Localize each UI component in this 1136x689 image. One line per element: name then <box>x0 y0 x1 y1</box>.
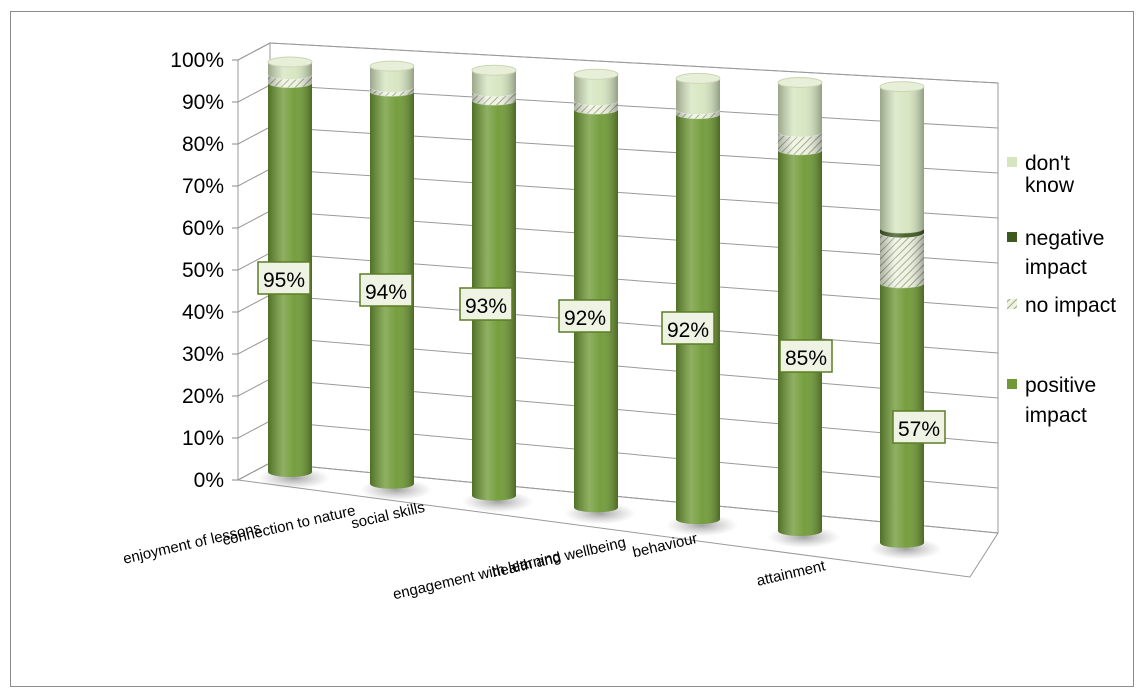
bar-top-cap <box>267 56 313 68</box>
gridline <box>237 42 999 84</box>
segment-shading <box>574 74 618 106</box>
bar-top-cap <box>369 60 415 72</box>
data-label-box <box>892 410 946 444</box>
segment-shading <box>778 82 822 137</box>
x-tick-label: health and wellbeing <box>490 534 627 581</box>
data-label: 92% <box>667 319 709 342</box>
bar-top-cap <box>675 72 721 84</box>
legend-label: impact <box>1025 256 1087 279</box>
bar-top-cap <box>879 81 925 93</box>
segment-shading <box>880 86 924 234</box>
segment-shading <box>370 66 414 92</box>
bar-attainment <box>870 81 942 560</box>
bar-health-and-wellbeing <box>666 72 738 537</box>
data-label: 92% <box>564 307 606 330</box>
data-label-box <box>359 273 413 307</box>
y-tick-label: 80% <box>182 133 224 156</box>
legend-label: impact <box>1025 404 1087 427</box>
y-tick-label: 100% <box>170 49 224 72</box>
segment-shading <box>472 70 516 97</box>
y-tick-label: 0% <box>194 469 224 492</box>
y-axis: 0% 10% 20% 30% 40% 50% 60% 70% 80% 90% 100% <box>170 49 238 492</box>
y-tick-label: 30% <box>182 343 224 366</box>
bar-top-cap <box>573 68 619 80</box>
x-tick-label: attainment <box>755 557 828 590</box>
x-tick-label: social skills <box>350 499 427 532</box>
legend-swatch <box>1007 299 1017 309</box>
bar-behaviour <box>768 77 840 548</box>
legend-label: positive <box>1025 374 1096 397</box>
data-label: 57% <box>898 418 940 441</box>
data-label: 93% <box>465 295 507 318</box>
y-tick-label: 10% <box>182 427 224 450</box>
data-label-box <box>661 311 715 345</box>
legend-label: negative <box>1025 227 1104 250</box>
y-tick-label: 90% <box>182 91 224 114</box>
data-label: 94% <box>365 281 407 304</box>
data-label: 85% <box>785 347 827 370</box>
bar-top-cap <box>777 77 823 88</box>
legend-label: know <box>1025 174 1075 197</box>
y-tick-label: 70% <box>182 175 224 198</box>
data-label: 95% <box>263 269 305 292</box>
legend-swatch <box>1007 379 1017 389</box>
bar-engagement-with-learning <box>564 68 636 525</box>
legend-swatch <box>1007 157 1017 167</box>
data-label-box <box>558 299 612 333</box>
y-tick-label: 50% <box>182 259 224 282</box>
segment-shading <box>676 78 720 115</box>
y-tick-label: 40% <box>182 301 224 324</box>
legend-label: no impact <box>1025 294 1116 317</box>
data-labels: 95% 94% 93% 92% 92% 85% 57% <box>257 261 946 444</box>
segment-shading <box>880 232 924 288</box>
chart-frame <box>10 11 1134 687</box>
data-label-box <box>459 287 513 321</box>
data-label-box <box>257 261 311 295</box>
legend-label: don't <box>1025 152 1070 175</box>
segment-shading <box>778 131 822 155</box>
bar-top-cap <box>471 64 517 76</box>
y-tick-label: 60% <box>182 217 224 240</box>
y-tick-label: 20% <box>182 385 224 408</box>
legend-swatch <box>1007 232 1017 242</box>
data-label-box <box>779 339 833 373</box>
